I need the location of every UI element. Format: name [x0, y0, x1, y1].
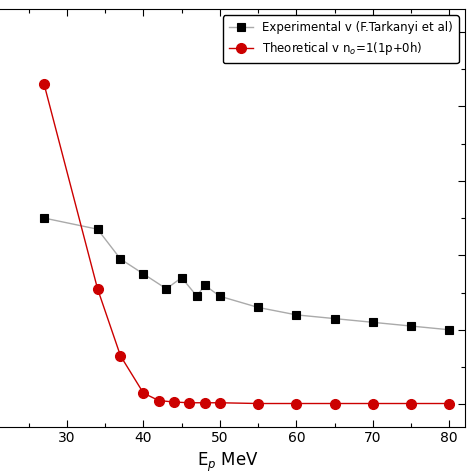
Theoretical v n$_o$=1(1p+0h)	[141, 390, 146, 396]
Theoretical v n$_o$=1(1p+0h)	[118, 353, 123, 359]
Experimental v (F.Tarkanyi et al)	[95, 227, 100, 232]
Theoretical v n$_o$=1(1p+0h)	[255, 401, 261, 406]
Experimental v (F.Tarkanyi et al)	[118, 256, 123, 262]
Experimental v (F.Tarkanyi et al)	[217, 293, 223, 299]
Line: Experimental v (F.Tarkanyi et al): Experimental v (F.Tarkanyi et al)	[40, 214, 454, 334]
Legend: Experimental v (F.Tarkanyi et al), Theoretical v n$_o$=1(1p+0h): Experimental v (F.Tarkanyi et al), Theor…	[223, 15, 459, 63]
Experimental v (F.Tarkanyi et al)	[41, 215, 47, 221]
Experimental v (F.Tarkanyi et al)	[194, 293, 200, 299]
Line: Theoretical v n$_o$=1(1p+0h): Theoretical v n$_o$=1(1p+0h)	[39, 79, 454, 409]
Theoretical v n$_o$=1(1p+0h)	[186, 400, 192, 406]
Experimental v (F.Tarkanyi et al)	[408, 323, 414, 329]
Experimental v (F.Tarkanyi et al)	[293, 312, 299, 318]
Theoretical v n$_o$=1(1p+0h)	[447, 401, 452, 406]
Theoretical v n$_o$=1(1p+0h)	[95, 286, 100, 292]
Theoretical v n$_o$=1(1p+0h)	[293, 401, 299, 406]
Theoretical v n$_o$=1(1p+0h)	[370, 401, 375, 406]
X-axis label: E$_p$ MeV: E$_p$ MeV	[197, 451, 258, 474]
Theoretical v n$_o$=1(1p+0h)	[171, 399, 177, 405]
Experimental v (F.Tarkanyi et al)	[141, 271, 146, 277]
Theoretical v n$_o$=1(1p+0h)	[217, 400, 223, 406]
Theoretical v n$_o$=1(1p+0h)	[202, 400, 208, 406]
Experimental v (F.Tarkanyi et al)	[447, 327, 452, 333]
Experimental v (F.Tarkanyi et al)	[164, 286, 169, 292]
Theoretical v n$_o$=1(1p+0h)	[408, 401, 414, 406]
Experimental v (F.Tarkanyi et al)	[255, 305, 261, 310]
Experimental v (F.Tarkanyi et al)	[370, 319, 375, 325]
Theoretical v n$_o$=1(1p+0h)	[156, 398, 162, 403]
Experimental v (F.Tarkanyi et al)	[202, 282, 208, 288]
Experimental v (F.Tarkanyi et al)	[332, 316, 337, 321]
Theoretical v n$_o$=1(1p+0h)	[41, 81, 47, 87]
Experimental v (F.Tarkanyi et al)	[179, 275, 184, 281]
Theoretical v n$_o$=1(1p+0h)	[332, 401, 337, 406]
